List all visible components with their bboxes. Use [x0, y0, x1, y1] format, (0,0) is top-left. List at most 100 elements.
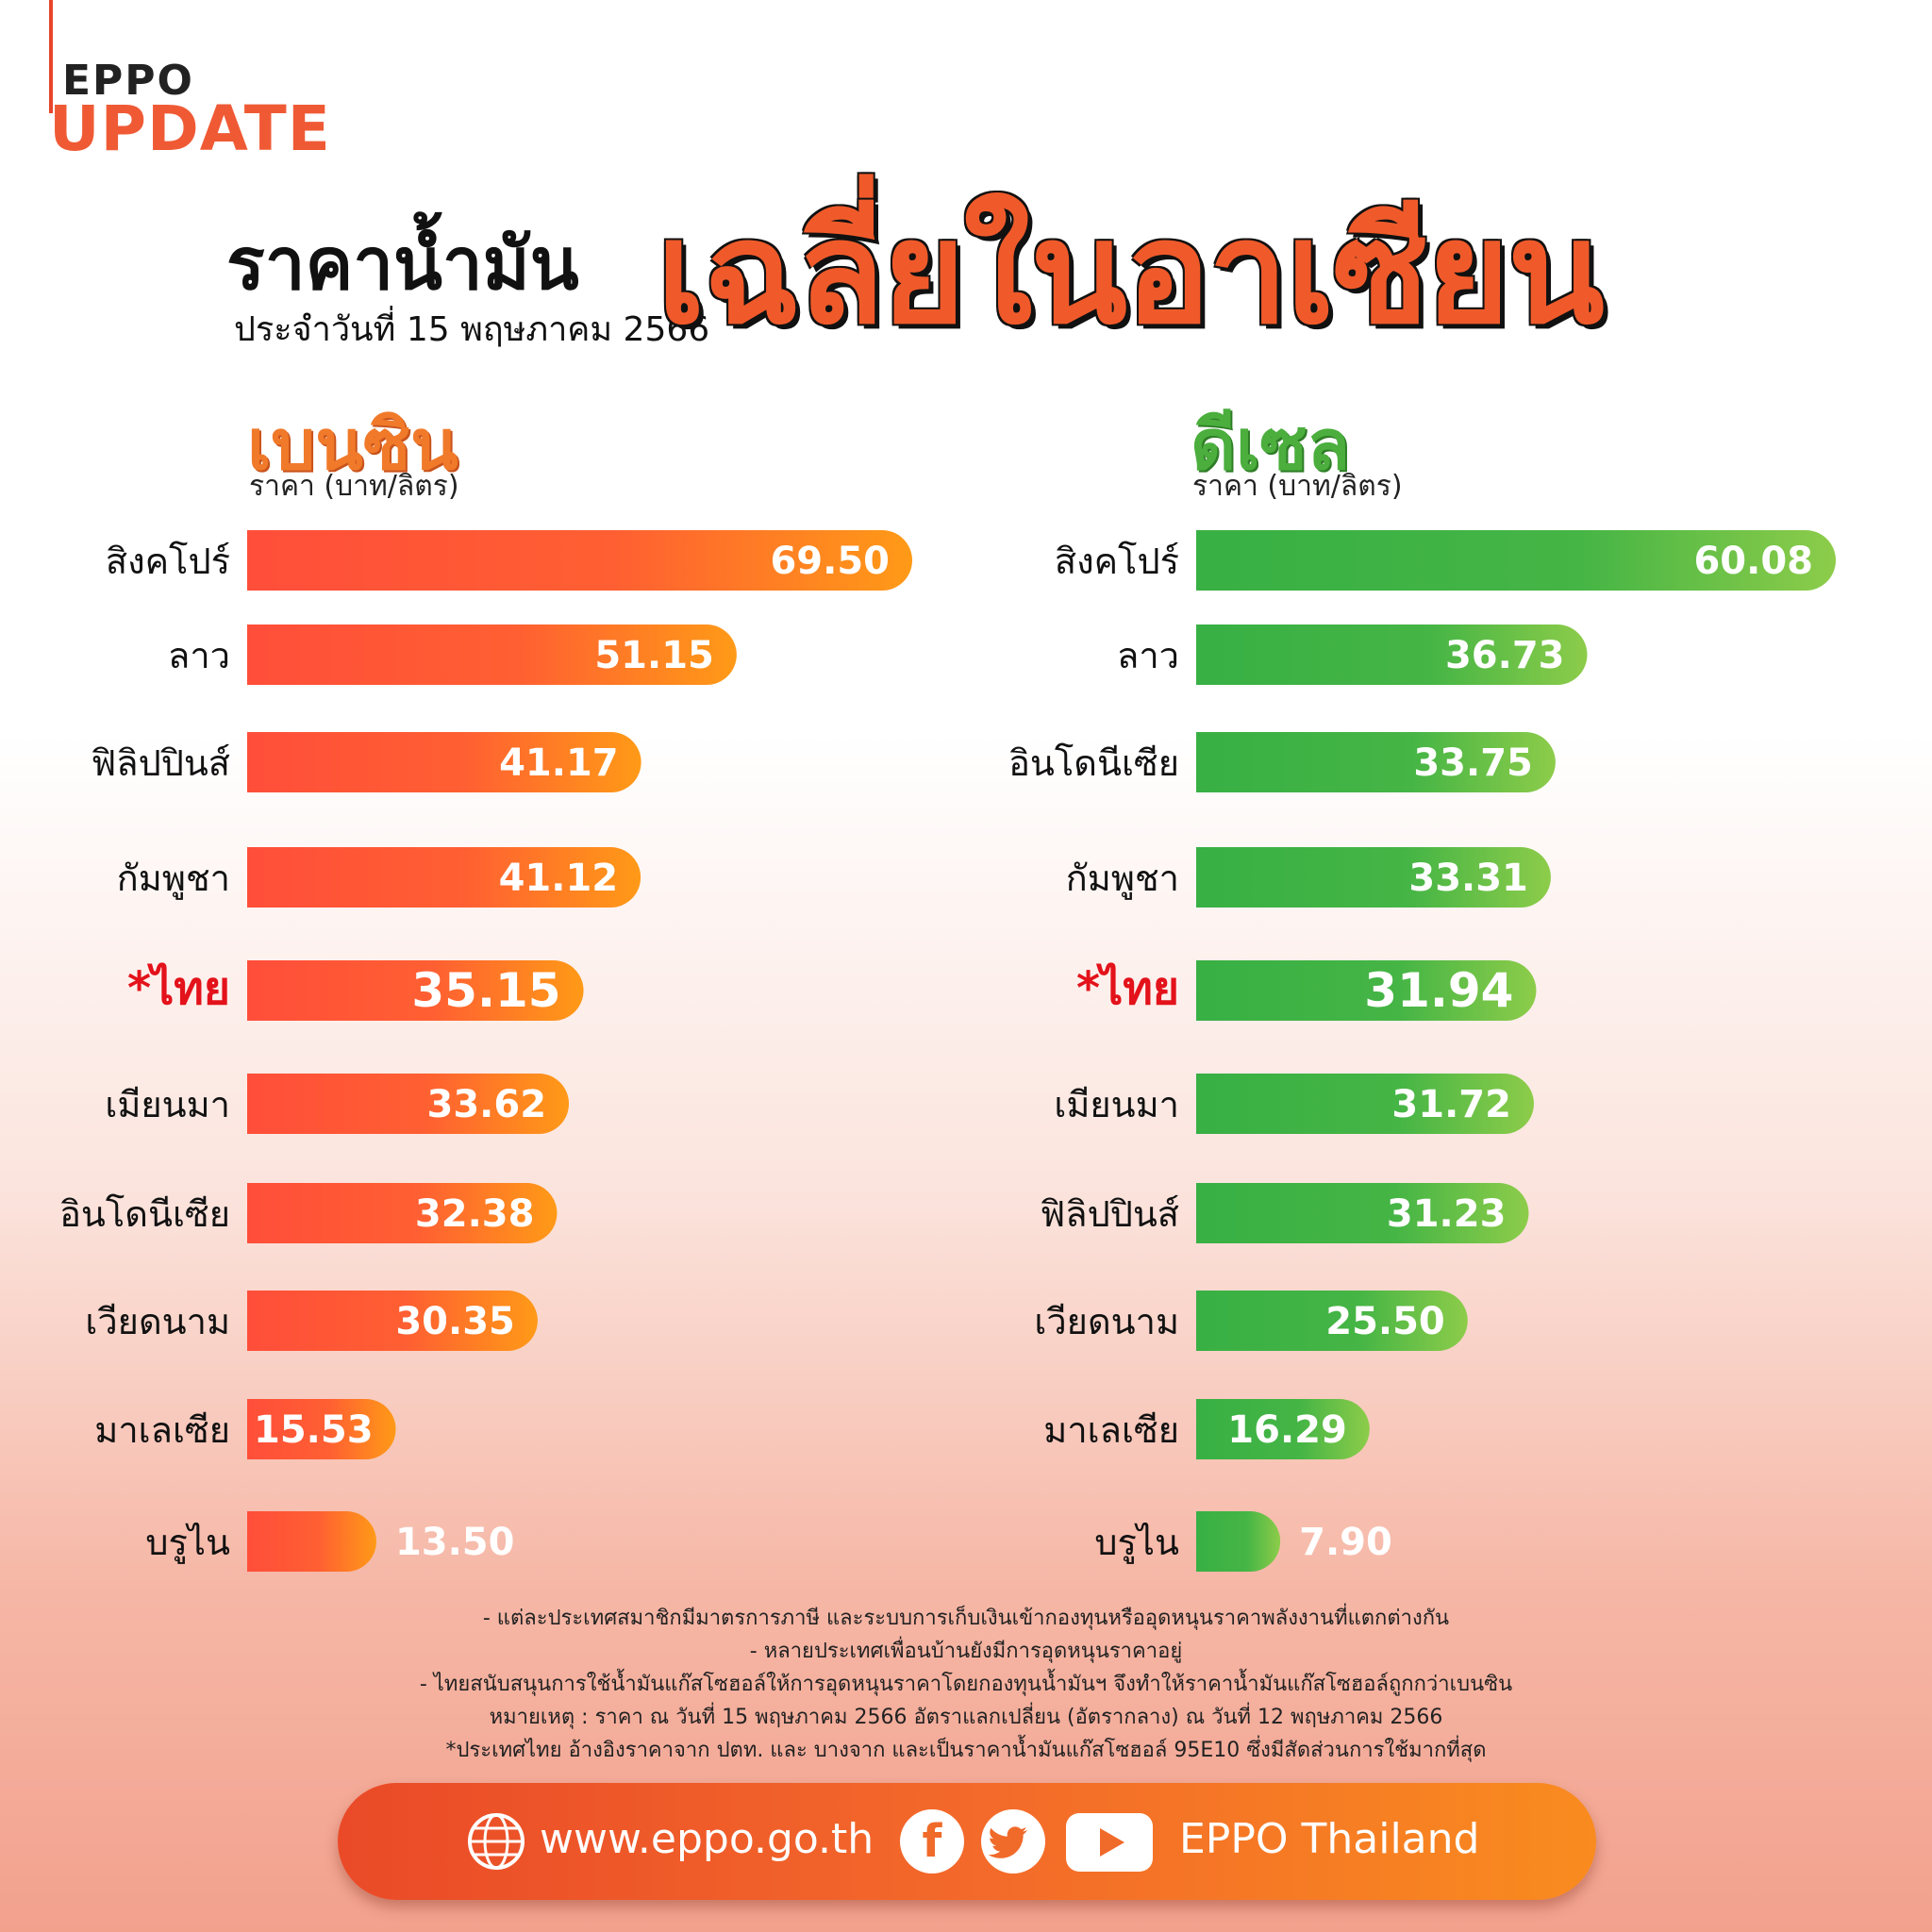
petrol-row: อินโดนีเซีย 32.38 — [59, 1183, 558, 1243]
social-handle: EPPO Thailand — [1179, 1815, 1480, 1863]
diesel-value-label: 33.31 — [1408, 857, 1528, 900]
diesel-bar — [1196, 847, 1551, 908]
globe-icon — [466, 1811, 526, 1872]
diesel-row: กัมพูชา 33.31 — [1066, 847, 1551, 908]
diesel-row: เวียดนาม 25.50 — [1034, 1291, 1468, 1351]
diesel-country-label: ลาว — [1117, 635, 1179, 676]
twitter-icon[interactable] — [981, 1809, 1045, 1874]
petrol-bar — [247, 1511, 376, 1572]
petrol-row: *ไทย 35.15 — [127, 960, 584, 1021]
petrol-country-label: มาเลเซีย — [94, 1409, 230, 1451]
petrol-value-label: 15.53 — [254, 1408, 374, 1452]
petrol-row: สิงคโปร์ 69.50 — [106, 530, 912, 591]
petrol-row: เมียนมา 33.62 — [105, 1074, 570, 1134]
petrol-value-label: 69.50 — [770, 540, 890, 583]
petrol-bar — [247, 530, 912, 591]
petrol-bar — [247, 1291, 538, 1351]
diesel-value-label: 7.90 — [1299, 1521, 1392, 1564]
diesel-country-label: มาเลเซีย — [1043, 1409, 1179, 1451]
petrol-row: มาเลเซีย 15.53 — [94, 1399, 396, 1459]
petrol-bar — [247, 1399, 396, 1459]
petrol-country-label: สิงคโปร์ — [106, 541, 230, 582]
website-link[interactable]: www.eppo.go.th — [540, 1815, 874, 1863]
petrol-country-label: อินโดนีเซีย — [59, 1193, 230, 1235]
petrol-country-label: กัมพูชา — [117, 858, 230, 900]
diesel-bar — [1196, 1291, 1468, 1351]
page-title: ราคาน้ำมัน — [226, 222, 579, 306]
page-title-highlight: เฉลี่ยในอาเซียน — [657, 192, 1605, 356]
footnotes: - แต่ละประเทศสมาชิกมีมาตรการภาษี และระบบ… — [0, 1602, 1932, 1767]
petrol-bar — [247, 960, 584, 1021]
diesel-bar — [1196, 732, 1556, 792]
petrol-country-label: ฟิลิปปินส์ — [91, 742, 230, 784]
petrol-row: ฟิลิปปินส์ 41.17 — [91, 732, 641, 792]
facebook-icon[interactable]: f — [900, 1809, 964, 1874]
diesel-bar — [1196, 960, 1537, 1021]
diesel-row: บรูไน 7.90 — [1094, 1511, 1392, 1572]
diesel-value-label: 60.08 — [1693, 540, 1813, 583]
petrol-unit: ราคา (บาท/ลิตร) — [249, 470, 459, 503]
petrol-row: เวียดนาม 30.35 — [85, 1291, 538, 1351]
diesel-bar — [1196, 1399, 1370, 1459]
diesel-row: เมียนมา 31.72 — [1054, 1074, 1534, 1134]
petrol-row: กัมพูชา 41.12 — [117, 847, 641, 908]
diesel-value-label: 25.50 — [1325, 1300, 1445, 1343]
diesel-unit: ราคา (บาท/ลิตร) — [1192, 470, 1403, 503]
petrol-country-label: บรูไน — [145, 1522, 230, 1564]
petrol-bar — [247, 625, 737, 685]
petrol-value-label: 30.35 — [395, 1300, 515, 1343]
footer-bar: www.eppo.go.th f EPPO Thailand — [338, 1783, 1596, 1900]
petrol-country-label: ลาว — [168, 635, 230, 676]
petrol-bar — [247, 1074, 570, 1134]
price-bar-chart: สิงคโปร์ 69.50 ลาว 51.15 ฟิลิปปินส์ 41.17 กัมพ… — [59, 530, 1836, 1572]
petrol-row: บรูไน 13.50 — [145, 1511, 514, 1572]
diesel-row: *ไทย 31.94 — [1076, 960, 1537, 1021]
petrol-value-label: 13.50 — [395, 1521, 515, 1564]
petrol-bar — [247, 1183, 558, 1243]
diesel-bar — [1196, 1183, 1529, 1243]
petrol-value-label: 51.15 — [594, 634, 714, 677]
petrol-country-label: *ไทย — [127, 961, 230, 1015]
brand-eppo: EPPO — [62, 57, 194, 105]
diesel-country-label: เมียนมา — [1054, 1084, 1179, 1125]
brand-update: UPDATE — [49, 92, 331, 165]
petrol-bar — [247, 847, 641, 908]
footnote-2: - หลายประเทศเพื่อนบ้านยังมีการอุดหนุนราค… — [749, 1640, 1183, 1663]
diesel-value-label: 31.72 — [1391, 1083, 1511, 1126]
petrol-country-label: เวียดนาม — [85, 1301, 230, 1342]
diesel-value-label: 16.29 — [1227, 1408, 1347, 1452]
brand-accent-line — [49, 0, 53, 113]
youtube-icon[interactable] — [1066, 1813, 1153, 1872]
petrol-country-label: เมียนมา — [105, 1084, 230, 1125]
diesel-row: ลาว 36.73 — [1117, 625, 1588, 685]
footnote-4: หมายเหตุ : ราคา ณ วันที่ 15 พฤษภาคม 2566… — [489, 1706, 1443, 1729]
footnote-5: *ประเทศไทย อ้างอิงราคาจาก ปตท. และ บางจา… — [445, 1739, 1487, 1762]
petrol-chart: สิงคโปร์ 69.50 ลาว 51.15 ฟิลิปปินส์ 41.17 กัมพ… — [59, 530, 912, 1572]
petrol-value-label: 32.38 — [415, 1192, 535, 1236]
petrol-row: ลาว 51.15 — [168, 625, 737, 685]
diesel-country-label: สิงคโปร์ — [1055, 541, 1179, 582]
diesel-row: อินโดนีเซีย 33.75 — [1008, 732, 1556, 792]
diesel-country-label: *ไทย — [1076, 961, 1179, 1015]
footnote-1: - แต่ละประเทศสมาชิกมีมาตรการภาษี และระบบ… — [482, 1607, 1450, 1630]
page-date: ประจำวันที่ 15 พฤษภาคม 2566 — [234, 310, 710, 349]
petrol-value-label: 33.62 — [427, 1083, 547, 1126]
diesel-value-label: 31.23 — [1387, 1192, 1507, 1236]
petrol-value-label: 41.12 — [499, 857, 619, 900]
diesel-row: สิงคโปร์ 60.08 — [1055, 530, 1836, 591]
diesel-bar — [1196, 530, 1836, 591]
footnote-3: - ไทยสนับสนุนการใช้น้ำมันแก๊สโซฮอล์ให้กา… — [419, 1673, 1513, 1696]
diesel-value-label: 31.94 — [1364, 963, 1513, 1018]
diesel-heading: ดีเซล — [1191, 405, 1350, 486]
diesel-bar — [1196, 625, 1588, 685]
diesel-chart: สิงคโปร์ 60.08 ลาว 36.73 อินโดนีเซีย 33.75 กัม… — [1008, 530, 1836, 1572]
diesel-country-label: ฟิลิปปินส์ — [1040, 1193, 1179, 1235]
diesel-row: ฟิลิปปินส์ 31.23 — [1040, 1183, 1529, 1243]
diesel-row: มาเลเซีย 16.29 — [1043, 1399, 1370, 1459]
petrol-value-label: 35.15 — [411, 963, 560, 1018]
diesel-value-label: 36.73 — [1445, 634, 1565, 677]
diesel-value-label: 33.75 — [1413, 741, 1533, 785]
diesel-bar — [1196, 1074, 1534, 1134]
diesel-country-label: กัมพูชา — [1066, 858, 1179, 900]
petrol-heading: เบนซิน — [247, 405, 458, 486]
